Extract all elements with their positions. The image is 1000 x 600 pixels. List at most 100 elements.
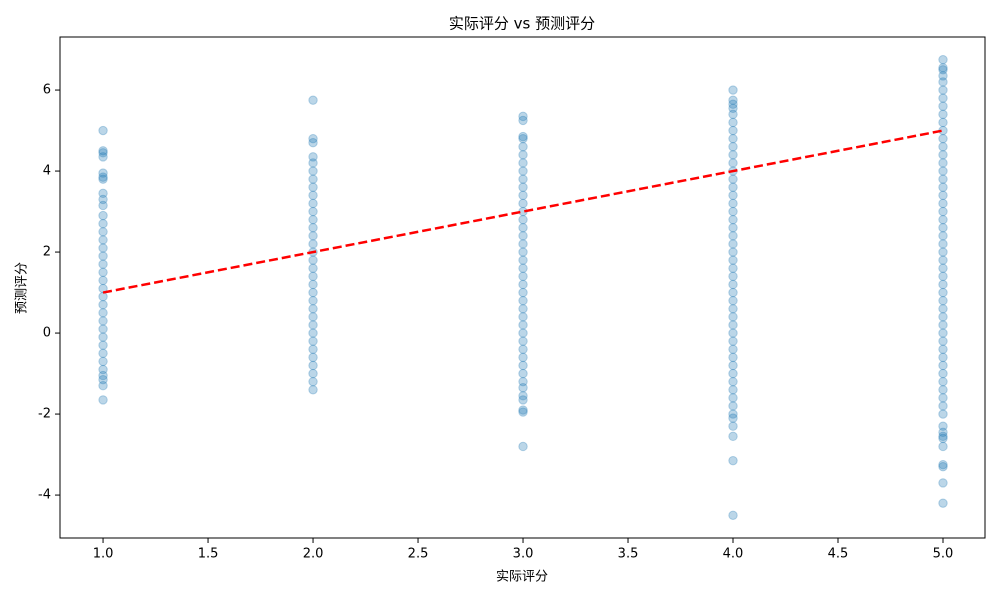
point	[728, 142, 738, 152]
point	[938, 206, 948, 217]
point	[518, 263, 528, 273]
point	[938, 287, 948, 298]
point	[938, 239, 948, 249]
point	[728, 455, 738, 466]
point	[728, 103, 738, 113]
point	[938, 174, 948, 184]
point	[938, 401, 948, 411]
point	[938, 295, 948, 306]
point	[308, 328, 318, 338]
point	[938, 133, 948, 144]
point	[938, 166, 948, 176]
point	[728, 117, 738, 128]
plot-frame	[59, 36, 986, 539]
y-tick-label: -4	[38, 488, 51, 503]
point	[938, 352, 948, 363]
point	[308, 255, 318, 265]
point	[308, 312, 318, 322]
point	[938, 231, 948, 241]
point	[308, 320, 318, 330]
point	[308, 263, 318, 273]
point	[728, 133, 738, 144]
point	[728, 190, 738, 201]
x-tick-label: 4.0	[723, 547, 744, 562]
point	[938, 344, 948, 354]
point	[518, 376, 528, 387]
point	[938, 54, 948, 65]
point	[518, 368, 528, 379]
point	[308, 336, 318, 346]
point	[518, 336, 528, 346]
point	[938, 462, 948, 472]
point	[728, 214, 738, 225]
point	[728, 368, 738, 379]
point	[518, 360, 528, 371]
point	[728, 255, 738, 265]
point	[938, 376, 948, 387]
point	[728, 431, 738, 442]
point	[308, 214, 318, 225]
point	[938, 65, 948, 75]
point	[98, 374, 108, 385]
point	[938, 223, 948, 233]
point	[938, 409, 948, 419]
point	[938, 385, 948, 395]
point	[518, 214, 528, 225]
point	[938, 368, 948, 379]
y-tick-label: -2	[38, 407, 51, 422]
point	[728, 279, 738, 290]
point	[98, 251, 108, 261]
y-tick-label: 0	[43, 326, 51, 341]
point	[728, 231, 738, 241]
point	[728, 409, 738, 419]
point	[938, 255, 948, 265]
point	[98, 267, 108, 278]
point	[518, 198, 528, 209]
point	[728, 271, 738, 282]
point	[728, 99, 738, 109]
point	[938, 109, 948, 120]
point	[728, 312, 738, 322]
point	[518, 287, 528, 298]
point	[518, 391, 528, 401]
point	[308, 352, 318, 363]
point	[98, 200, 108, 211]
point	[98, 364, 108, 375]
point	[728, 198, 738, 209]
point	[728, 125, 738, 136]
point	[98, 188, 108, 199]
point	[518, 239, 528, 249]
point	[938, 312, 948, 322]
y-tick-label: 4	[43, 164, 51, 179]
chart-title: 实际评分 vs 预测评分	[449, 15, 595, 33]
point	[728, 336, 738, 346]
point	[308, 287, 318, 298]
point	[98, 148, 108, 158]
point	[308, 223, 318, 233]
point	[938, 214, 948, 225]
point	[98, 283, 108, 294]
point	[308, 206, 318, 217]
point	[98, 152, 108, 162]
y-tick-label: 2	[43, 245, 51, 260]
point	[308, 368, 318, 379]
point	[938, 263, 948, 273]
point	[938, 77, 948, 87]
point	[98, 210, 108, 221]
point	[938, 393, 948, 403]
point	[938, 478, 948, 488]
x-tick-label: 3.0	[513, 547, 534, 562]
point	[98, 125, 108, 136]
point	[308, 295, 318, 306]
point	[938, 158, 948, 168]
point	[308, 158, 318, 168]
point	[728, 247, 738, 257]
point	[728, 223, 738, 233]
point	[98, 174, 108, 184]
point	[938, 85, 948, 95]
point	[938, 63, 948, 73]
point	[98, 219, 108, 229]
point	[728, 328, 738, 338]
point	[938, 93, 948, 103]
